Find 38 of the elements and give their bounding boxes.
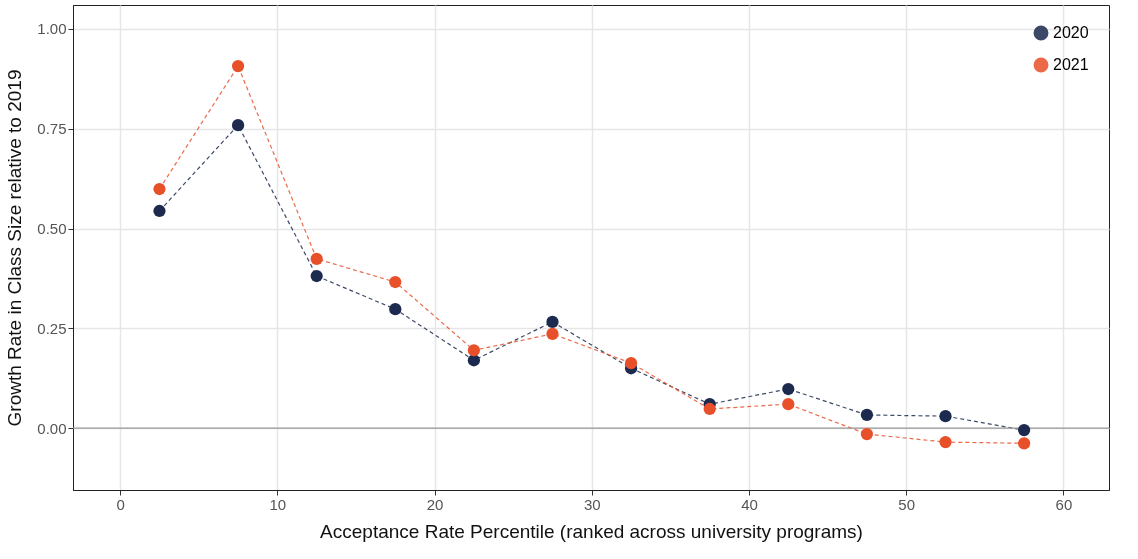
point [310,269,323,283]
point [782,398,795,411]
legend-label: 2020 [1053,24,1089,41]
y-axis-title: Growth Rate in Class Size relative to 2019 [4,69,26,427]
point [546,315,559,329]
y-tick-label: 1.00 [37,20,67,38]
point [703,402,716,416]
x-tick-label: 0 [116,495,125,513]
legend-label: 2021 [1053,56,1089,73]
y-tick-label: 0.25 [37,319,67,337]
point [939,435,952,449]
y-tick-label: 0.00 [37,419,67,437]
x-tick-label: 60 [1055,495,1073,513]
x-tick-label: 30 [583,495,601,513]
point [1017,424,1031,437]
point [231,59,245,73]
point [467,354,480,367]
x-tick-label: 50 [898,495,916,513]
point [860,428,874,441]
x-tick-label: 20 [426,495,444,513]
point [624,356,638,370]
point [546,327,559,341]
point [782,382,795,396]
point [153,182,166,196]
point [1017,437,1031,450]
point [153,204,166,218]
x-axis-title: Acceptance Rate Percentile (ranked across university programs) [320,520,863,542]
point [231,119,245,132]
y-tick-label: 0.75 [37,120,67,138]
point [310,252,323,265]
point [389,275,402,289]
point [860,408,874,422]
y-tick-label: 0.50 [37,220,67,238]
point [389,303,402,316]
point [467,344,480,357]
x-tick-label: 40 [741,495,758,513]
point [939,410,952,423]
x-tick-label: 10 [269,495,287,513]
